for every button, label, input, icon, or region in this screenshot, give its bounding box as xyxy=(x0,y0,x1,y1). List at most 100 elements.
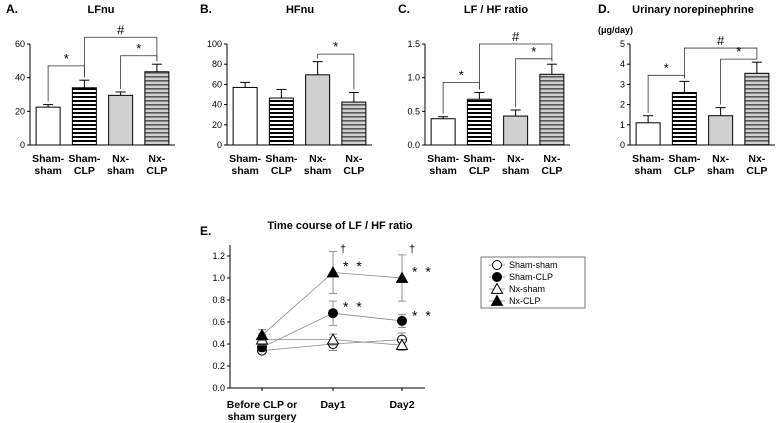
y-tick-label: 0.8 xyxy=(212,295,225,305)
bar-panel-2: B. HFnu020406080100Sham-shamSham-CLPNx-sh… xyxy=(200,2,372,177)
significance-label: * xyxy=(664,60,669,75)
y-tick-label: 1 xyxy=(620,120,625,130)
bar-2 xyxy=(466,98,492,146)
y-tick-label: 0.4 xyxy=(212,339,225,349)
panel-title: Time course of LF / HF ratio xyxy=(267,220,413,232)
significance-label: # xyxy=(117,22,125,37)
y-tick-label: 40 xyxy=(15,73,25,83)
x-tick-label: sham surgery xyxy=(228,411,297,423)
series-3 xyxy=(255,333,409,352)
panel-label: A. xyxy=(6,2,18,16)
category-label: sham xyxy=(634,165,661,177)
panel-label: E. xyxy=(200,224,211,238)
panel-title: HFnu xyxy=(286,4,314,16)
significance-bracket xyxy=(317,53,355,90)
y-tick-label: 1.0 xyxy=(212,273,225,283)
y-tick-label: 0 xyxy=(620,140,625,150)
significance-annotation: * * xyxy=(343,299,364,315)
significance-annotation: † xyxy=(409,243,415,255)
category-label: Sham- xyxy=(463,153,496,165)
y-tick-label: 0.0 xyxy=(407,140,420,150)
bar-3 xyxy=(305,74,331,146)
y-tick-label: 1.2 xyxy=(212,251,225,261)
significance-annotation: * * xyxy=(412,264,433,280)
category-label: CLP xyxy=(343,165,364,177)
bar-4 xyxy=(539,73,565,146)
bar-2 xyxy=(71,87,97,146)
y-tick-label: 40 xyxy=(212,100,222,110)
bar-2 xyxy=(671,91,697,146)
bar-1 xyxy=(430,118,456,146)
bar-panel-3: C. LF / HF ratio0.00.51.01.5Sham-shamSham… xyxy=(398,2,570,177)
category-label: CLP xyxy=(746,165,767,177)
significance-label: * xyxy=(333,39,338,54)
legend-label: Sham-sham xyxy=(509,260,558,270)
series-4 xyxy=(255,251,409,342)
y-tick-label: 0.0 xyxy=(212,383,225,393)
significance-label: * xyxy=(64,51,69,66)
data-point xyxy=(395,271,409,283)
series-line xyxy=(261,272,403,336)
category-label: Sham- xyxy=(265,153,298,165)
category-label: sham xyxy=(231,165,258,177)
category-label: Sham- xyxy=(68,153,101,165)
legend-marker xyxy=(492,272,502,282)
y-tick-label: 5 xyxy=(620,39,625,49)
category-label: Nx- xyxy=(148,153,165,165)
category-label: Sham- xyxy=(32,153,65,165)
line-panel-E: E. Time course of LF / HF ratio 0.0 0.2 0.4 0… xyxy=(200,220,586,423)
data-point xyxy=(326,265,340,278)
bar-1 xyxy=(635,122,661,146)
panel-label: D. xyxy=(598,2,610,16)
data-point xyxy=(395,338,409,350)
panel-title: LFnu xyxy=(88,4,115,16)
x-tick-label: Day1 xyxy=(320,399,345,411)
y-tick-label: 4 xyxy=(620,59,625,69)
category-label: sham xyxy=(304,165,331,177)
category-label: sham xyxy=(707,165,734,177)
category-label: CLP xyxy=(674,165,695,177)
y-tick-label: 3 xyxy=(620,79,625,89)
bar-1 xyxy=(35,106,61,146)
category-label: CLP xyxy=(271,165,292,177)
significance-label: * xyxy=(459,67,464,82)
y-tick-label: 0.2 xyxy=(212,361,225,371)
legend-label: Nx-sham xyxy=(509,284,545,294)
bar-4 xyxy=(341,101,367,146)
category-label: CLP xyxy=(146,165,167,177)
bar-3 xyxy=(708,115,734,146)
panel-title: LF / HF ratio xyxy=(464,4,528,16)
y-tick-label: 20 xyxy=(15,106,25,116)
significance-label: * xyxy=(136,41,141,56)
category-label: Nx- xyxy=(712,153,729,165)
data-point xyxy=(255,328,269,341)
category-label: Nx- xyxy=(748,153,765,165)
category-label: Nx- xyxy=(345,153,362,165)
y-tick-label: 20 xyxy=(212,120,222,130)
category-label: sham xyxy=(34,165,61,177)
category-label: CLP xyxy=(74,165,95,177)
data-point xyxy=(326,333,340,345)
bar-3 xyxy=(503,115,529,146)
y-unit-label: (μg/day) xyxy=(598,25,633,35)
y-tick-label: 0 xyxy=(217,140,222,150)
significance-bracket xyxy=(83,36,158,78)
category-label: Nx- xyxy=(543,153,560,165)
bar-4 xyxy=(144,71,170,146)
legend-marker xyxy=(492,260,502,270)
category-label: Nx- xyxy=(507,153,524,165)
category-label: CLP xyxy=(469,165,490,177)
category-label: sham xyxy=(429,165,456,177)
bar-1 xyxy=(232,86,258,146)
significance-label: # xyxy=(512,29,520,44)
x-tick-label: Day2 xyxy=(389,399,414,411)
category-label: Sham- xyxy=(632,153,665,165)
significance-label: * xyxy=(736,44,741,59)
category-label: sham xyxy=(107,165,134,177)
category-label: Sham- xyxy=(427,153,460,165)
significance-annotation: † xyxy=(340,243,346,255)
category-label: Sham- xyxy=(229,153,262,165)
significance-bracket xyxy=(683,47,758,79)
data-point xyxy=(328,308,338,319)
category-label: Nx- xyxy=(309,153,326,165)
